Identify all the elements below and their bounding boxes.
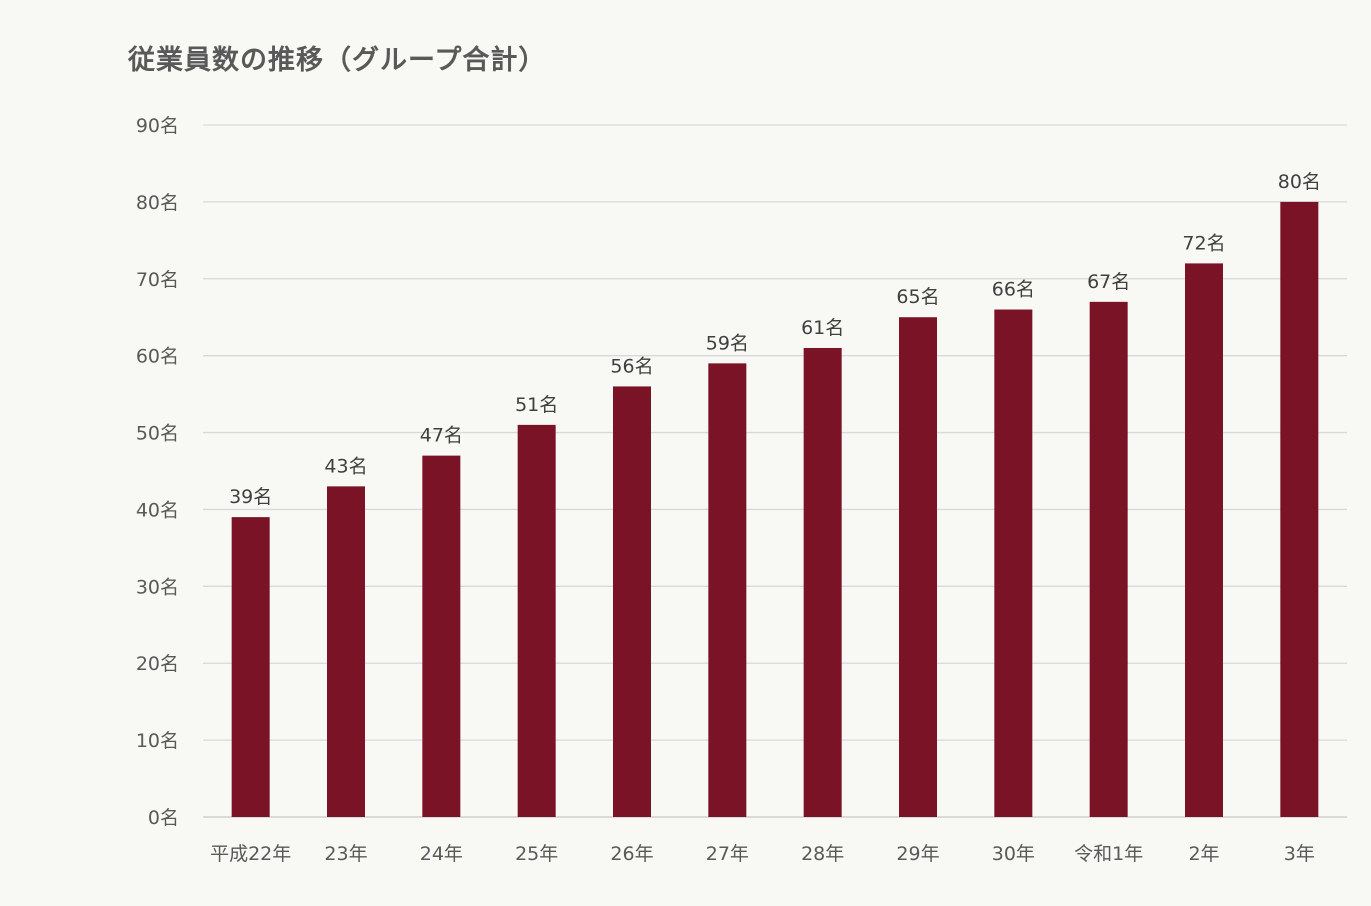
data-label: 43名: [324, 455, 367, 477]
bar: [517, 424, 556, 817]
x-tick-label: 28年: [801, 843, 844, 865]
x-tick-label: 3年: [1284, 843, 1315, 865]
x-tick-label: 27年: [706, 843, 749, 865]
data-label: 56名: [610, 355, 653, 377]
y-tick-label: 10名: [136, 730, 179, 752]
y-tick-label: 30名: [136, 576, 179, 598]
bar: [1185, 263, 1223, 817]
bar: [1089, 301, 1128, 817]
chart-title: 従業員数の推移（グループ合計）: [128, 45, 547, 76]
data-label: 51名: [515, 394, 558, 416]
bar: [708, 363, 747, 817]
data-label: 80名: [1278, 171, 1321, 193]
y-tick-label: 90名: [136, 115, 179, 137]
data-label: 67名: [1087, 271, 1130, 293]
data-label: 47名: [420, 425, 463, 447]
x-tick-label: 24年: [420, 843, 463, 865]
bar: [994, 309, 1033, 817]
bar: [803, 347, 842, 817]
data-label: 61名: [801, 317, 844, 339]
x-tick-label: 29年: [896, 843, 939, 865]
x-tick-label: 令和1年: [1074, 843, 1143, 865]
x-tick-label: 26年: [610, 843, 653, 865]
bar: [327, 486, 365, 817]
bar: [899, 317, 937, 817]
x-tick-label: 23年: [324, 843, 367, 865]
data-labels: 39名 43名 47名 51名 56名 59名 61名 65名 66名 67名 72名 80名: [229, 171, 1321, 508]
bar: [1280, 201, 1319, 817]
data-label: 59名: [706, 332, 749, 354]
y-tick-label: 70名: [136, 269, 179, 291]
x-tick-label: 30年: [992, 843, 1035, 865]
data-label: 65名: [896, 286, 939, 308]
x-tick-label: 2年: [1188, 843, 1219, 865]
x-axis-ticks: 平成22年 23年 24年 25年 26年 27年 28年 29年 30年 令和1年 2年 3年: [210, 843, 1315, 865]
bar: [231, 517, 270, 817]
bars: [231, 201, 1319, 817]
gridlines: [203, 124, 1347, 818]
data-label: 72名: [1182, 232, 1225, 254]
y-tick-label: 60名: [136, 346, 179, 368]
x-tick-label: 平成22年: [210, 843, 291, 865]
y-tick-label: 0名: [148, 807, 179, 829]
data-label: 66名: [992, 279, 1035, 301]
y-tick-label: 50名: [136, 423, 179, 445]
y-tick-label: 40名: [136, 499, 179, 521]
y-tick-label: 80名: [136, 192, 179, 214]
y-axis-ticks: 0名 10名 20名 30名 40名 50名 60名 70名 80名 90名: [136, 115, 179, 829]
y-tick-label: 20名: [136, 653, 179, 675]
bar: [613, 386, 651, 817]
x-tick-label: 25年: [515, 843, 558, 865]
data-label: 39名: [229, 486, 272, 508]
bar: [422, 455, 461, 817]
